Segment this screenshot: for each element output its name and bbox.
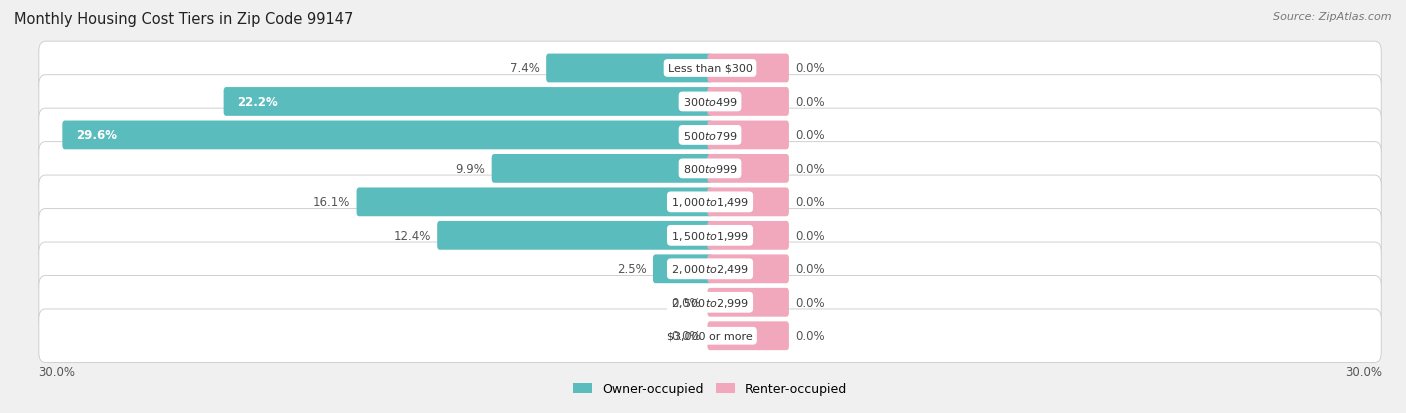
FancyBboxPatch shape	[62, 121, 713, 150]
Text: 0.0%: 0.0%	[794, 229, 825, 242]
Text: $1,500 to $1,999: $1,500 to $1,999	[671, 229, 749, 242]
Legend: Owner-occupied, Renter-occupied: Owner-occupied, Renter-occupied	[568, 377, 852, 400]
FancyBboxPatch shape	[492, 154, 713, 183]
Text: 7.4%: 7.4%	[510, 62, 540, 75]
FancyBboxPatch shape	[437, 221, 713, 250]
FancyBboxPatch shape	[546, 55, 713, 83]
Text: 0.0%: 0.0%	[794, 296, 825, 309]
FancyBboxPatch shape	[39, 109, 1381, 162]
Text: 12.4%: 12.4%	[394, 229, 432, 242]
FancyBboxPatch shape	[39, 242, 1381, 296]
Text: 9.9%: 9.9%	[456, 162, 485, 176]
Text: 0.0%: 0.0%	[794, 129, 825, 142]
FancyBboxPatch shape	[707, 55, 789, 83]
Text: $1,000 to $1,499: $1,000 to $1,499	[671, 196, 749, 209]
Text: 0.0%: 0.0%	[672, 296, 702, 309]
Text: $500 to $799: $500 to $799	[682, 130, 738, 142]
Text: 0.0%: 0.0%	[794, 96, 825, 109]
FancyBboxPatch shape	[39, 76, 1381, 129]
Text: 29.6%: 29.6%	[76, 129, 117, 142]
FancyBboxPatch shape	[707, 154, 789, 183]
Text: $2,500 to $2,999: $2,500 to $2,999	[671, 296, 749, 309]
FancyBboxPatch shape	[39, 42, 1381, 95]
Text: Less than $300: Less than $300	[668, 64, 752, 74]
Text: 22.2%: 22.2%	[238, 96, 278, 109]
FancyBboxPatch shape	[707, 188, 789, 217]
Text: $3,000 or more: $3,000 or more	[668, 331, 752, 341]
Text: 0.0%: 0.0%	[794, 62, 825, 75]
Text: $300 to $499: $300 to $499	[682, 96, 738, 108]
Text: 0.0%: 0.0%	[794, 162, 825, 176]
FancyBboxPatch shape	[707, 255, 789, 283]
FancyBboxPatch shape	[652, 255, 713, 283]
Text: $800 to $999: $800 to $999	[682, 163, 738, 175]
Text: 0.0%: 0.0%	[794, 330, 825, 342]
Text: 0.0%: 0.0%	[794, 263, 825, 275]
Text: 2.5%: 2.5%	[617, 263, 647, 275]
Text: 16.1%: 16.1%	[314, 196, 350, 209]
FancyBboxPatch shape	[707, 322, 789, 350]
FancyBboxPatch shape	[707, 88, 789, 116]
Text: Source: ZipAtlas.com: Source: ZipAtlas.com	[1274, 12, 1392, 22]
FancyBboxPatch shape	[707, 121, 789, 150]
Text: $2,000 to $2,499: $2,000 to $2,499	[671, 263, 749, 275]
Text: Monthly Housing Cost Tiers in Zip Code 99147: Monthly Housing Cost Tiers in Zip Code 9…	[14, 12, 353, 27]
Text: 0.0%: 0.0%	[794, 196, 825, 209]
FancyBboxPatch shape	[224, 88, 713, 116]
Text: 0.0%: 0.0%	[672, 330, 702, 342]
FancyBboxPatch shape	[707, 288, 789, 317]
FancyBboxPatch shape	[39, 176, 1381, 229]
FancyBboxPatch shape	[39, 276, 1381, 329]
FancyBboxPatch shape	[707, 221, 789, 250]
FancyBboxPatch shape	[39, 209, 1381, 263]
FancyBboxPatch shape	[39, 309, 1381, 363]
FancyBboxPatch shape	[39, 142, 1381, 196]
FancyBboxPatch shape	[357, 188, 713, 217]
